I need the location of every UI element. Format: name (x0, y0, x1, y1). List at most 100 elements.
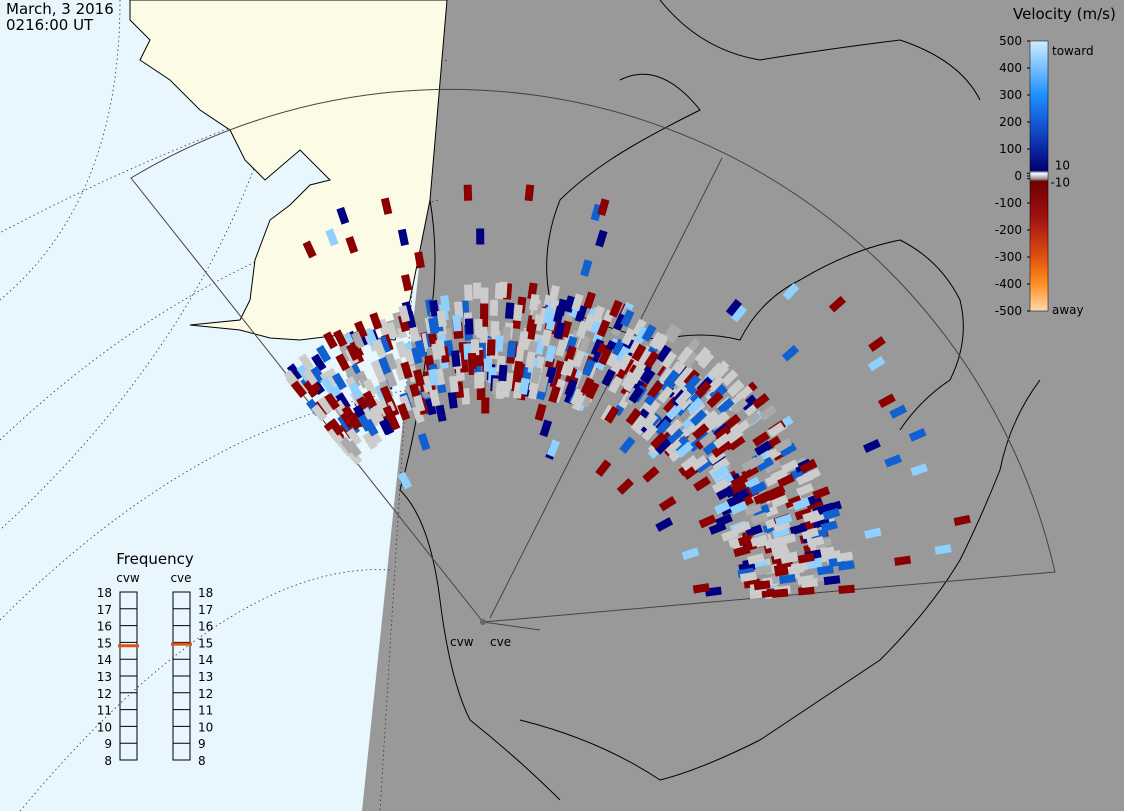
velocity-cell (480, 287, 489, 304)
velocity-cell (362, 431, 378, 450)
velocity-cell (752, 431, 770, 447)
velocity-cell (483, 355, 493, 372)
velocity-cell (803, 467, 821, 482)
velocity-cell (331, 372, 347, 391)
velocity-cell (346, 343, 361, 362)
velocity-cell (782, 283, 800, 301)
velocity-cell (733, 521, 751, 535)
velocity-cell (530, 366, 542, 384)
velocity-cell (498, 364, 508, 382)
velocity-cell (641, 324, 657, 342)
velocity-cell (716, 485, 734, 501)
velocity-cell (733, 545, 751, 558)
colorbar-end-label: toward (1052, 44, 1094, 58)
velocity-cell (778, 573, 796, 584)
velocity-cell (806, 536, 825, 548)
velocity-cell (311, 404, 328, 422)
lat-line (0, 389, 411, 621)
colorbar-tick-label: -500 (995, 304, 1022, 318)
velocity-cell (548, 385, 561, 404)
velocity-cell (609, 299, 623, 318)
velocity-cell (680, 455, 699, 472)
velocity-cell (421, 375, 433, 393)
velocity-cell (429, 299, 440, 317)
velocity-cell (757, 490, 776, 505)
colorbar-tick-label: 10 (1055, 158, 1070, 172)
velocity-cell (701, 409, 720, 427)
velocity-cell (580, 377, 595, 396)
velocity-cell (693, 476, 711, 492)
velocity-cell (397, 403, 411, 421)
velocity-cell (363, 410, 379, 429)
velocity-cell (666, 325, 683, 344)
velocity-cell (641, 423, 658, 442)
velocity-cell (525, 351, 536, 369)
velocity-cell (683, 369, 700, 387)
velocity-cell (394, 363, 407, 381)
velocity-cell (864, 527, 882, 539)
velocity-cell (822, 507, 841, 521)
velocity-cell (862, 439, 881, 453)
velocity-cell (489, 299, 499, 316)
frequency-tick-label: 16 (198, 620, 213, 634)
velocity-cell (731, 488, 750, 503)
velocity-cell (692, 583, 710, 594)
velocity-cell (729, 500, 748, 515)
velocity-cell (752, 392, 770, 410)
velocity-cell (910, 463, 929, 477)
velocity-cell (591, 305, 606, 324)
velocity-cell (711, 464, 730, 481)
lon-line (0, 0, 301, 531)
velocity-cell (518, 331, 529, 349)
velocity-cell (399, 394, 412, 413)
frequency-radar-name: cvw (116, 571, 140, 585)
velocity-cell (676, 441, 694, 458)
velocity-cell (631, 343, 647, 362)
velocity-cell (412, 405, 425, 424)
velocity-cell (346, 427, 362, 446)
velocity-cell (713, 432, 731, 449)
colorbar-tick-label: -400 (995, 277, 1022, 291)
velocity-cell (630, 414, 647, 433)
velocity-cell (727, 380, 745, 398)
velocity-cell (754, 440, 773, 456)
velocity-cell (384, 370, 398, 388)
velocity-cell (677, 393, 695, 411)
time: 0216:00 UT (6, 16, 94, 34)
velocity-cell (380, 197, 393, 215)
velocity-cell (596, 319, 611, 338)
velocity-cell (298, 353, 315, 372)
velocity-cell (563, 295, 576, 313)
velocity-cell (476, 371, 485, 388)
velocity-cell (435, 404, 447, 422)
velocity-cell (428, 317, 439, 335)
velocity-cell (739, 571, 757, 583)
velocity-cell (546, 439, 561, 458)
velocity-cell (333, 329, 348, 348)
velocity-cell (384, 352, 398, 371)
velocity-cell (414, 339, 427, 358)
velocity-cell (463, 184, 473, 201)
velocity-cell (732, 419, 751, 436)
velocity-cell (755, 564, 773, 576)
velocity-cell (490, 321, 500, 338)
velocity-cell (564, 345, 577, 364)
velocity-cell (749, 481, 768, 496)
fov-divider (482, 621, 541, 631)
velocity-cell (611, 338, 626, 357)
velocity-cell (385, 321, 398, 340)
velocity-cell (373, 365, 387, 384)
velocity-cell (790, 561, 808, 573)
frequency-tick-label: 12 (198, 687, 213, 701)
velocity-cells (283, 184, 971, 600)
velocity-cell (377, 335, 391, 354)
velocity-cell (397, 228, 409, 247)
velocity-cell (354, 320, 368, 339)
velocity-cell (797, 552, 815, 564)
velocity-cell (401, 274, 413, 292)
frequency-tick-label: 9 (104, 737, 112, 751)
velocity-cell (654, 437, 672, 455)
velocity-cell (664, 438, 682, 456)
alaska-yukon (129, 0, 448, 341)
